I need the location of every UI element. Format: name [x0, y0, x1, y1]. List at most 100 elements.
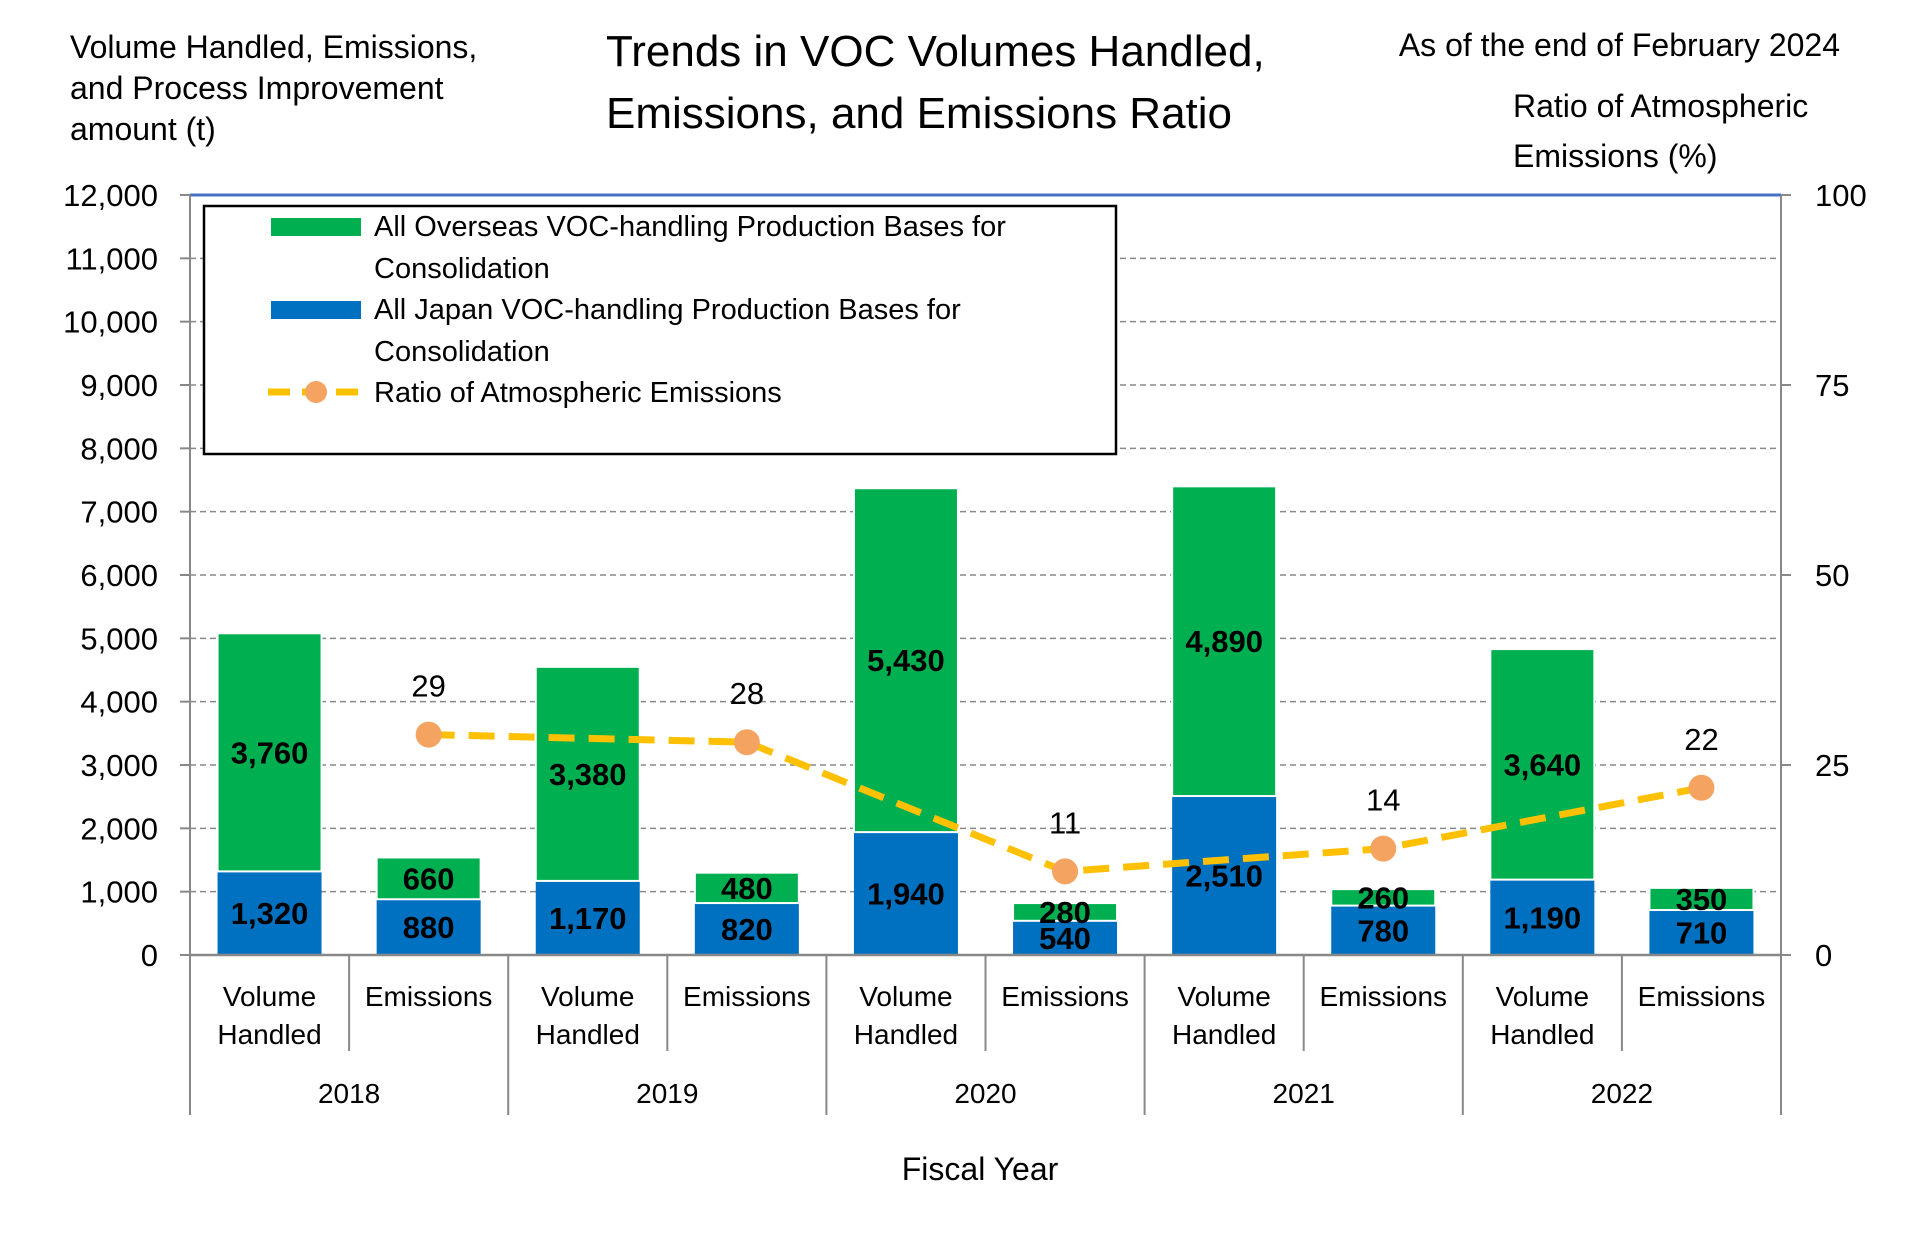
bar-data-label: 3,760	[231, 735, 309, 770]
x-category-label: Emissions	[1638, 981, 1766, 1012]
x-category-label: Handled	[1172, 1019, 1276, 1050]
ratio-data-label: 11	[1049, 805, 1081, 840]
bar-segment	[694, 903, 799, 955]
x-group-label: 2018	[318, 1078, 380, 1109]
bar-segment	[1013, 920, 1118, 955]
ratio-marker	[733, 729, 760, 756]
y2-tick-label: 100	[1815, 178, 1867, 213]
bar-data-label: 780	[1357, 913, 1409, 948]
bar-data-label: 280	[1039, 895, 1091, 930]
x-group-label: 2020	[954, 1078, 1016, 1109]
bar-segment	[376, 899, 481, 955]
bar-segment	[1489, 648, 1596, 881]
y2-tick-label: 0	[1815, 938, 1832, 973]
bar-segment	[1648, 886, 1755, 912]
x-category-label: Emissions	[683, 981, 811, 1012]
bar-data-label: 660	[403, 861, 455, 896]
legend-label-ratio: Ratio of Atmospheric Emissions	[374, 377, 782, 409]
bar-segment	[1330, 888, 1437, 907]
x-group-label: 2019	[636, 1078, 698, 1109]
bar-segment	[375, 856, 482, 901]
ratio-data-label: 14	[1366, 783, 1400, 818]
bar-segment	[853, 832, 958, 955]
x-category-label: Volume	[541, 981, 634, 1012]
y-tick-label: 1,000	[80, 875, 158, 910]
bar-data-label: 2,510	[1185, 859, 1263, 894]
bar-data-label: 540	[1039, 921, 1091, 956]
chart-title: Trends in VOC Volumes Handled,	[606, 27, 1265, 76]
x-category-label: Emissions	[365, 981, 493, 1012]
bar-data-label: 1,940	[867, 877, 945, 912]
y-axis-title: amount (t)	[70, 111, 216, 147]
y2-axis-title: Ratio of Atmospheric	[1513, 88, 1808, 124]
x-category-label: Volume	[859, 981, 952, 1012]
y2-tick-label: 75	[1815, 368, 1849, 403]
legend-label-japan: Consolidation	[374, 336, 550, 368]
bar-segment	[852, 487, 959, 834]
chart-note: As of the end of February 2024	[1399, 27, 1840, 63]
bar-segment	[1331, 905, 1436, 955]
bar-data-label: 1,170	[549, 901, 627, 936]
x-category-label: Handled	[1490, 1019, 1594, 1050]
bar-data-label: 480	[721, 871, 773, 906]
legend-label-overseas: Consolidation	[374, 253, 550, 285]
y-tick-label: 0	[141, 938, 158, 973]
ratio-marker	[415, 721, 442, 748]
legend-label-japan: All Japan VOC-handling Production Bases …	[374, 294, 961, 326]
ratio-data-label: 22	[1684, 722, 1718, 757]
bar-segment	[1649, 910, 1754, 955]
bar-data-label: 3,380	[549, 757, 627, 792]
legend-marker-ratio	[305, 381, 327, 403]
y-tick-label: 4,000	[80, 685, 158, 720]
x-category-label: Volume	[1177, 981, 1270, 1012]
bar-segment	[535, 880, 640, 955]
ratio-marker	[1688, 774, 1715, 801]
bar-data-label: 5,430	[867, 643, 945, 678]
ratio-marker	[1052, 858, 1079, 885]
bar-segment	[1012, 902, 1119, 922]
y-tick-label: 5,000	[80, 621, 158, 656]
bar-segment	[1490, 879, 1595, 955]
x-category-label: Volume	[1496, 981, 1589, 1012]
y2-axis-title: Emissions (%)	[1513, 138, 1717, 174]
y-tick-label: 3,000	[80, 748, 158, 783]
y2-tick-label: 50	[1815, 558, 1849, 593]
y-axis-title: Volume Handled, Emissions,	[70, 29, 477, 65]
y-tick-label: 2,000	[80, 811, 158, 846]
bar-segment	[217, 871, 322, 955]
bar-data-label: 350	[1676, 882, 1728, 917]
bar-data-label: 260	[1357, 880, 1409, 915]
bar-segment	[693, 871, 800, 905]
x-category-label: Volume	[223, 981, 316, 1012]
legend-swatch-japan	[271, 301, 361, 319]
bar-data-label: 1,320	[231, 896, 309, 931]
bar-data-label: 880	[403, 910, 455, 945]
chart-title: Emissions, and Emissions Ratio	[606, 89, 1232, 138]
bar-data-label: 710	[1676, 916, 1728, 951]
bar-segment	[1171, 485, 1278, 798]
x-group-label: 2022	[1591, 1078, 1653, 1109]
x-group-label: 2021	[1273, 1078, 1335, 1109]
ratio-marker	[1370, 835, 1397, 862]
bar-segment	[1172, 796, 1277, 955]
x-category-label: Handled	[854, 1019, 958, 1050]
bar-data-label: 1,190	[1504, 900, 1582, 935]
legend-box	[202, 204, 1118, 456]
y-tick-label: 12,000	[63, 178, 158, 213]
bar-segment	[216, 632, 323, 873]
y-axis-title: and Process Improvement	[70, 70, 444, 106]
x-category-label: Handled	[217, 1019, 321, 1050]
bar-data-label: 3,640	[1504, 747, 1582, 782]
legend-swatch-overseas	[271, 218, 361, 236]
legend-label-overseas: All Overseas VOC-handling Production Bas…	[374, 211, 1006, 243]
bar-data-label: 820	[721, 912, 773, 947]
bar-data-label: 4,890	[1185, 624, 1263, 659]
x-category-label: Emissions	[1001, 981, 1129, 1012]
y-tick-label: 6,000	[80, 558, 158, 593]
y-tick-label: 10,000	[63, 305, 158, 340]
y2-tick-label: 25	[1815, 748, 1849, 783]
x-category-label: Emissions	[1319, 981, 1447, 1012]
bar-segment	[534, 665, 641, 882]
y-tick-label: 7,000	[80, 495, 158, 530]
